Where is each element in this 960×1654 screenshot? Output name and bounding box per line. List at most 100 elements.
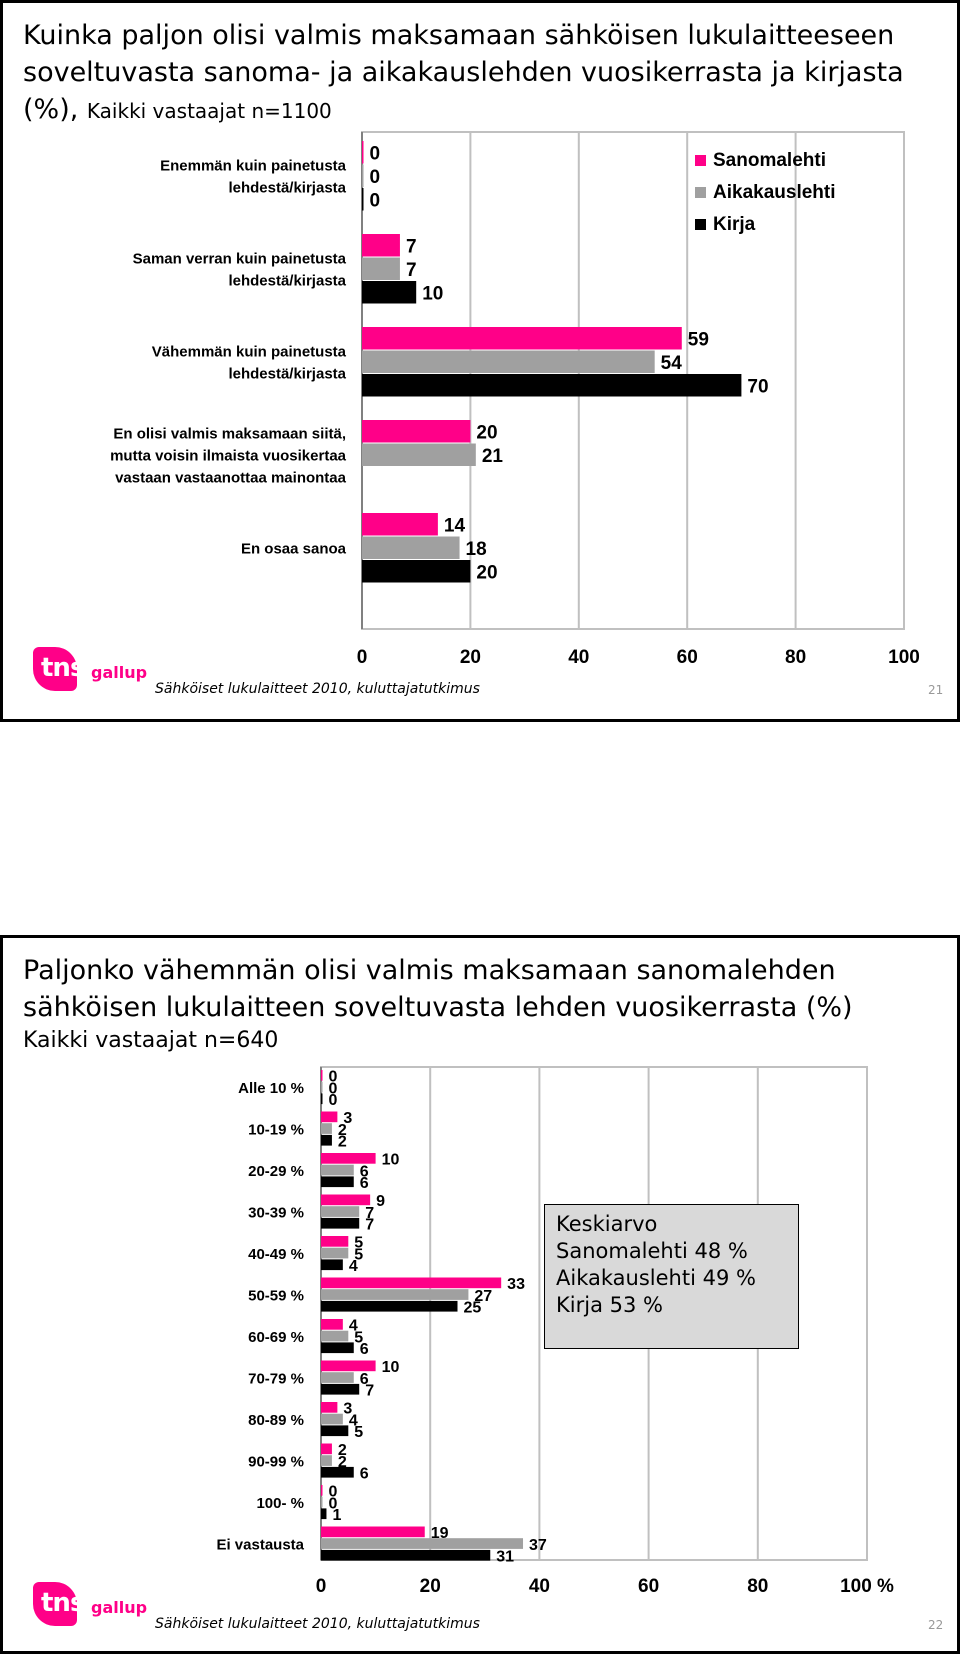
bar <box>321 1070 323 1081</box>
slide-22: Paljonko vähemmän olisi valmis maksamaan… <box>0 935 960 1654</box>
slide-title: Kuinka paljon olisi valmis maksamaan säh… <box>23 17 943 130</box>
page-number: 21 <box>928 683 944 697</box>
data-label: 0 <box>329 1069 338 1086</box>
bar <box>362 560 471 583</box>
bar <box>321 1549 491 1561</box>
bar <box>321 1247 349 1259</box>
category-label: 50-59 % <box>248 1287 304 1304</box>
bar <box>321 1259 343 1271</box>
average-line: Aikakauslehti 49 % <box>556 1266 756 1290</box>
bar <box>321 1443 332 1455</box>
title-text: Kuinka paljon olisi valmis maksamaan säh… <box>23 20 904 125</box>
data-label: 6 <box>360 1466 369 1483</box>
data-label: 0 <box>370 144 381 165</box>
bar <box>321 1508 327 1520</box>
bar <box>321 1466 354 1478</box>
bar <box>321 1164 354 1176</box>
logo-mark <box>33 1582 77 1626</box>
data-label: 20 <box>476 563 497 584</box>
bar <box>362 234 400 257</box>
subtitle-text: Kaikki vastaajat n=640 <box>23 1028 279 1053</box>
bar <box>321 1526 425 1538</box>
x-tick-label: 80 <box>747 1576 768 1597</box>
bar <box>362 141 364 164</box>
category-label: 80-89 % <box>248 1412 304 1429</box>
logo-mark <box>33 647 77 691</box>
logo-text: tns <box>41 1588 85 1618</box>
data-label: 0 <box>329 1484 338 1501</box>
bar <box>362 443 476 466</box>
bar <box>321 1194 371 1206</box>
x-tick-label: 100 % <box>840 1576 894 1597</box>
bar <box>362 164 364 187</box>
bar <box>321 1485 323 1496</box>
bar <box>321 1455 332 1466</box>
bar <box>321 1330 349 1342</box>
data-label: 7 <box>365 1205 374 1222</box>
legend-swatch <box>695 187 706 198</box>
data-label: 59 <box>688 330 709 351</box>
category-label: lehdestä/kirjasta <box>228 366 346 383</box>
data-label: 2 <box>338 1442 347 1459</box>
data-label: 37 <box>529 1537 547 1554</box>
bar <box>321 1123 332 1134</box>
data-label: 7 <box>365 1217 374 1234</box>
x-tick-label: 80 <box>785 647 806 668</box>
bar <box>362 420 471 443</box>
page-number: 22 <box>928 1618 944 1632</box>
data-label: 6 <box>360 1163 369 1180</box>
slide-21: Kuinka paljon olisi valmis maksamaan säh… <box>0 0 960 722</box>
data-label: 0 <box>370 191 381 212</box>
bar <box>362 350 655 373</box>
legend-label: Sanomalehti <box>713 150 826 171</box>
tns-gallup-logo: tns gallup <box>33 1578 147 1628</box>
average-box: Keskiarvo Sanomalehti 48 % Aikakauslehti… <box>544 1204 799 1349</box>
x-tick-label: 100 <box>888 647 920 668</box>
bar <box>321 1081 323 1093</box>
bar <box>321 1300 458 1312</box>
bar <box>321 1496 323 1508</box>
data-label: 21 <box>482 446 504 467</box>
category-label: 90-99 % <box>248 1453 304 1470</box>
category-label: 100- % <box>256 1495 304 1512</box>
bar <box>321 1319 343 1330</box>
category-label: 30-39 % <box>248 1204 304 1221</box>
bar <box>321 1217 360 1229</box>
bar <box>321 1383 360 1395</box>
footer-text: Sähköiset lukulaitteet 2010, kuluttajatu… <box>155 1616 480 1632</box>
data-label: 20 <box>476 423 497 444</box>
data-label: 7 <box>406 237 417 258</box>
bar <box>321 1134 332 1146</box>
footer-text: Sähköiset lukulaitteet 2010, kuluttajatu… <box>155 681 480 697</box>
logo-text: tns <box>41 653 85 683</box>
data-label: 27 <box>474 1288 492 1305</box>
x-tick-label: 20 <box>460 647 481 668</box>
bar <box>321 1153 376 1164</box>
logo-suffix: gallup <box>91 1598 148 1617</box>
category-label: Alle 10 % <box>238 1080 304 1097</box>
category-label: lehdestä/kirjasta <box>228 180 346 197</box>
bar <box>321 1111 338 1123</box>
data-label: 0 <box>329 1495 338 1512</box>
bar <box>362 257 400 280</box>
data-label: 18 <box>466 539 487 560</box>
bar <box>362 374 742 397</box>
logo-suffix: gallup <box>91 663 148 682</box>
data-label: 5 <box>354 1424 363 1441</box>
average-line: Kirja 53 % <box>556 1293 663 1317</box>
bar <box>321 1277 502 1289</box>
data-label: 9 <box>376 1193 385 1210</box>
category-label: Enemmän kuin painetusta <box>160 158 347 175</box>
legend-swatch <box>695 155 706 166</box>
data-label: 5 <box>354 1246 363 1263</box>
x-tick-label: 20 <box>420 1576 441 1597</box>
x-tick-label: 0 <box>357 647 368 668</box>
bar <box>362 281 417 304</box>
data-label: 1 <box>332 1507 341 1524</box>
x-tick-label: 40 <box>529 1576 550 1597</box>
data-label: 6 <box>360 1341 369 1358</box>
category-label: En osaa sanoa <box>241 541 347 558</box>
bar <box>321 1289 469 1300</box>
bar <box>362 536 460 559</box>
